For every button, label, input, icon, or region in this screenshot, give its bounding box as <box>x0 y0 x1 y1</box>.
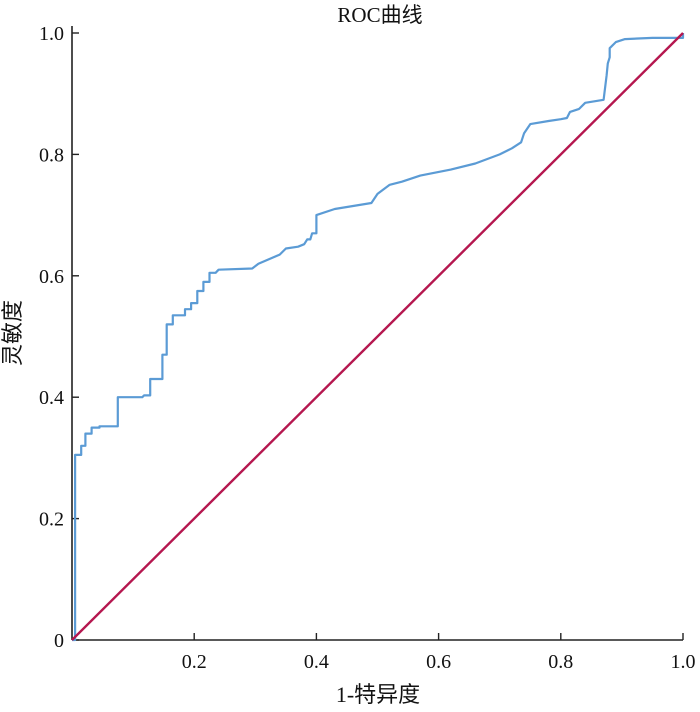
y-axis-label: 灵敏度 <box>0 300 25 366</box>
reference-diagonal-line <box>71 32 684 641</box>
y-tick-label: 0.6 <box>39 266 64 288</box>
x-axis-label: 1-特异度 <box>336 682 420 707</box>
x-tick-label: 0.8 <box>548 651 573 673</box>
y-tick-label: 0.8 <box>39 144 64 166</box>
x-tick-label: 0.6 <box>426 651 451 673</box>
x-tick-label: 0.2 <box>182 651 207 673</box>
x-axis: 0.2 0.4 0.6 0.8 1.0 <box>72 633 696 673</box>
y-tick-label: 0.4 <box>39 387 64 409</box>
y-tick-label: 0.2 <box>39 509 64 531</box>
y-tick-label: 1.0 <box>39 23 64 45</box>
roc-curve-line <box>72 33 685 642</box>
series-layer <box>71 32 685 642</box>
chart-title: ROC曲线 <box>337 3 422 27</box>
x-tick-label: 1.0 <box>671 651 696 673</box>
x-tick-label: 0.4 <box>304 651 329 673</box>
y-tick-label: 0 <box>54 630 64 652</box>
y-axis: 0 0.2 0.4 0.6 0.8 1.0 <box>39 23 79 652</box>
